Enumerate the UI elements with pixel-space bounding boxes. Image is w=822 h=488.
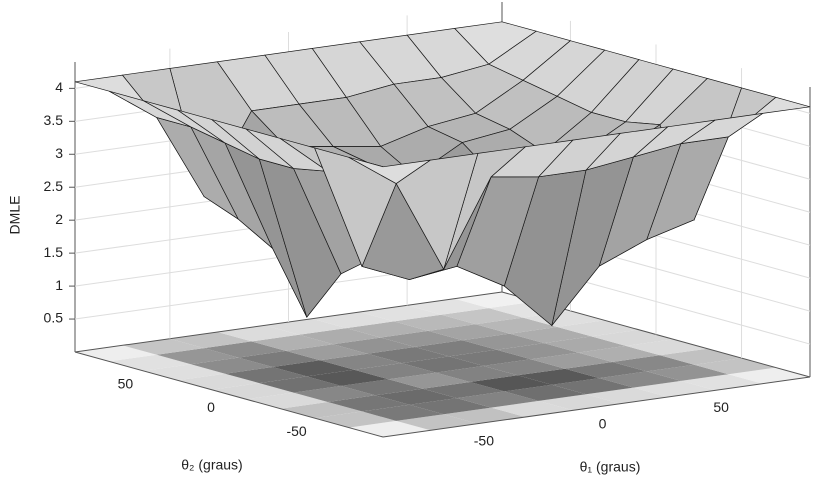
- floor-contour-cell: [483, 359, 565, 376]
- floor-contour-cell: [496, 343, 579, 360]
- floor-contour-cell: [530, 352, 613, 369]
- y-axis-label: θ₂ (graus): [181, 457, 242, 473]
- floor-contour-cell: [367, 347, 450, 364]
- floor-contour-cell: [327, 395, 410, 412]
- floor-contour-cell: [293, 385, 376, 402]
- floor-contour-cell: [409, 398, 492, 415]
- floor-contour-cell: [272, 360, 355, 377]
- y-tick-label: -50: [286, 423, 306, 439]
- floor-contour-cell: [190, 357, 273, 374]
- floor-contour-cell: [225, 367, 307, 384]
- z-tick-label: 0.5: [44, 310, 64, 326]
- floor-contour-cell: [449, 349, 531, 366]
- y-tick-label: 0: [207, 399, 215, 415]
- floor-contour-cell: [475, 317, 558, 334]
- floor-contour-cell: [428, 324, 510, 341]
- box-edge: [382, 376, 811, 438]
- floor-contour-cell: [401, 356, 484, 373]
- floor-contour-cell: [380, 330, 463, 347]
- x-tick-label: 50: [713, 399, 729, 415]
- z-tick-label: 3.5: [44, 112, 64, 128]
- z-tick-label: 2: [55, 211, 63, 227]
- floor-contour-cell: [251, 334, 334, 351]
- floor-contour-cell: [204, 341, 286, 358]
- floor-contour-cell: [306, 369, 389, 386]
- z-tick-label: 1: [55, 277, 63, 293]
- floor-contour-cell: [509, 327, 592, 344]
- floor-contour-cell: [517, 368, 600, 385]
- x-axis-label: θ₁ (graus): [580, 459, 641, 475]
- floor-contour-cell: [362, 404, 444, 421]
- floor-contour-cell: [462, 333, 544, 350]
- floor-contour-cell: [354, 363, 436, 380]
- z-tick-label: 2.5: [44, 178, 64, 194]
- floor-contour-cell: [422, 382, 505, 399]
- floor-contour-cell: [341, 379, 423, 396]
- z-tick-label: 3: [55, 145, 63, 161]
- floor-contour-cell: [238, 350, 320, 367]
- y-tick-label: 50: [118, 376, 134, 392]
- z-tick-label: 1.5: [44, 244, 64, 260]
- floor-contour-cell: [646, 364, 729, 381]
- z-tick-label: 4: [55, 79, 63, 95]
- floor-contour-cell: [320, 353, 402, 370]
- floor-contour-cell: [375, 388, 457, 405]
- floor-contour-cell: [259, 376, 341, 393]
- surface-patch: [348, 156, 431, 185]
- floor-contour-cell: [441, 308, 523, 325]
- floor-contour-cell: [333, 337, 415, 354]
- floor-contour-cell: [565, 362, 647, 379]
- x-tick-label: 0: [599, 416, 607, 432]
- floor-contour-cell: [346, 321, 429, 338]
- floor-contour-cell: [393, 314, 476, 331]
- floor-contour-cell: [551, 378, 634, 395]
- floor-contour-cell: [599, 371, 681, 388]
- floor-contour-cell: [156, 348, 239, 365]
- floor-contour-cell: [285, 344, 368, 361]
- floor-contour-cell: [299, 328, 381, 345]
- floor-contour-cell: [470, 375, 552, 392]
- floor-contour-cell: [456, 391, 539, 408]
- floor-contour-cell: [612, 355, 695, 372]
- floor-contour-cell: [578, 345, 660, 362]
- z-axis-label: DMLE: [7, 196, 23, 235]
- floor-contour-cell: [388, 372, 471, 389]
- floor-contour-cell: [435, 365, 518, 382]
- floor-contour-cell: [504, 384, 586, 401]
- box-edge: [74, 351, 384, 438]
- floor-contour-cell: [414, 340, 497, 357]
- floor-contour-cell: [544, 336, 626, 353]
- x-tick-label: -50: [474, 432, 494, 448]
